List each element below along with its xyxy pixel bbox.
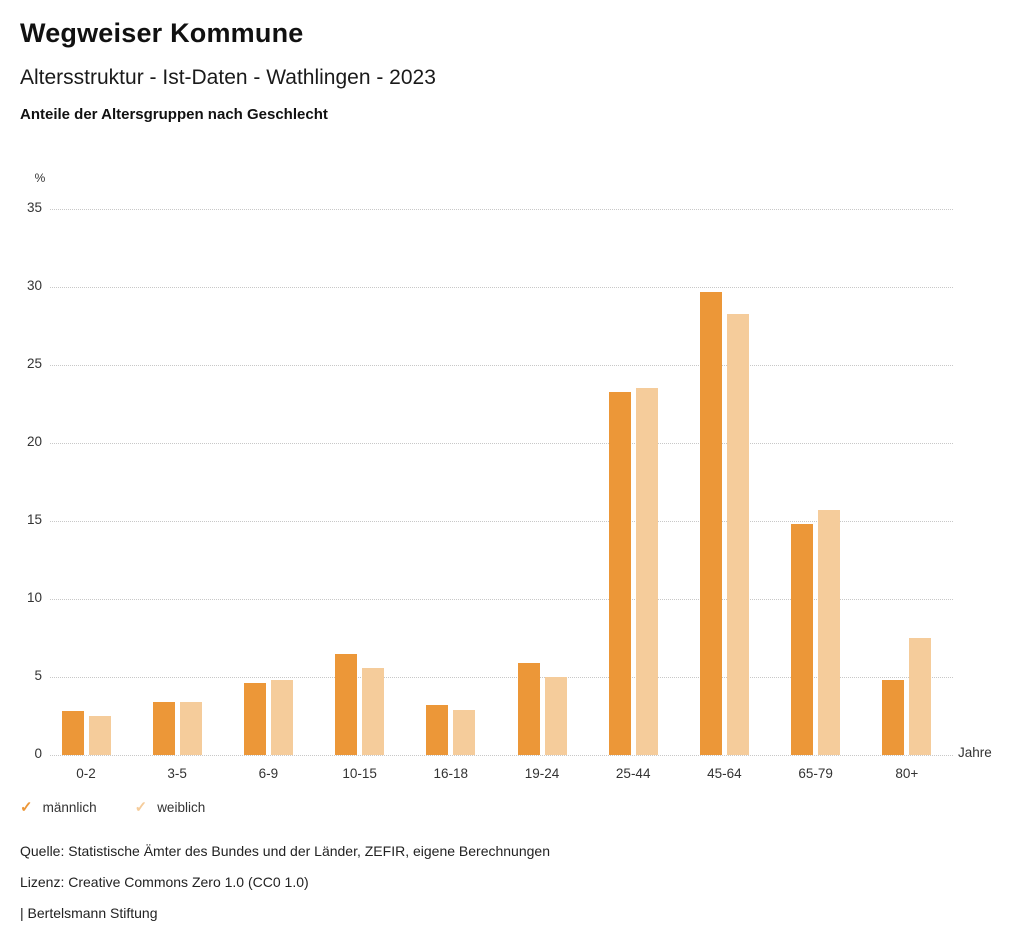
legend-item-label: weiblich [157,800,206,815]
y-axis-unit-label: % [34,171,46,185]
gridline-0 [50,755,953,756]
x-tick-label-45-64: 45-64 [707,766,742,781]
chart-subtitle: Altersstruktur - Ist-Daten - Wathlingen … [20,66,436,89]
bar-weiblich-80+[interactable] [909,638,932,755]
bar-weiblich-10-15[interactable] [362,667,385,755]
check-icon: ✓ [134,799,148,816]
bar-männlich-65-79[interactable] [791,524,814,755]
y-tick-label-35: 35 [26,200,42,215]
bar-weiblich-16-18[interactable] [453,709,476,755]
x-axis-unit-label: Jahre [958,745,992,760]
legend: ✓ männlich ✓ weiblich [20,800,205,815]
x-tick-label-6-9: 6-9 [258,766,279,781]
gridline-15 [50,521,953,522]
bar-weiblich-45-64[interactable] [726,313,749,755]
x-tick-label-10-15: 10-15 [342,766,377,781]
source-note: Quelle: Statistische Ämter des Bundes un… [20,843,550,859]
footer: Quelle: Statistische Ämter des Bundes un… [20,843,550,936]
legend-item-weiblich[interactable]: ✓ weiblich [135,800,206,815]
x-tick-label-16-18: 16-18 [433,766,469,781]
x-tick-label-65-79: 65-79 [798,766,833,781]
gridline-35 [50,209,953,210]
bar-männlich-10-15[interactable] [335,653,358,755]
bar-männlich-80+[interactable] [882,680,905,755]
x-tick-label-19-24: 19-24 [524,766,560,781]
y-tick-label-5: 5 [34,668,42,683]
gridline-10 [50,599,953,600]
plot-area: 0 5 10 15 20 25 30 35 0-2 3-5 6-9 10-15 16-18 19-24 25… [27,200,953,781]
bar-weiblich-3-5[interactable] [179,701,202,755]
bar-männlich-25-44[interactable] [608,391,631,755]
bar-weiblich-19-24[interactable] [544,677,567,755]
bar-männlich-16-18[interactable] [426,705,449,755]
bar-männlich-19-24[interactable] [517,662,540,755]
gridline-5 [50,677,953,678]
check-icon: ✓ [20,799,33,816]
gridline-25 [50,365,953,366]
gridline-20 [50,443,953,444]
bar-weiblich-0-2[interactable] [88,716,111,755]
y-tick-label-30: 30 [26,278,42,293]
license-note: Lizenz: Creative Commons Zero 1.0 (CC0 1… [20,874,309,890]
bar-männlich-3-5[interactable] [152,701,175,755]
y-tick-label-10: 10 [26,590,42,605]
bar-weiblich-65-79[interactable] [818,510,841,755]
bar-männlich-0-2[interactable] [61,711,84,755]
page-title: Wegweiser Kommune [20,18,304,48]
x-tick-label-25-44: 25-44 [615,766,651,781]
x-tick-label-0-2: 0-2 [76,766,96,781]
chart-description: Anteile der Altersgruppen nach Geschlech… [20,106,328,123]
bar-weiblich-25-44[interactable] [635,388,658,755]
gridline-30 [50,287,953,288]
bar-männlich-6-9[interactable] [243,683,266,755]
bar-weiblich-6-9[interactable] [270,680,293,755]
attribution: | Bertelsmann Stiftung [20,905,158,921]
y-tick-label-15: 15 [26,512,42,527]
x-tick-label-3-5: 3-5 [167,766,187,781]
y-tick-label-0: 0 [34,746,42,761]
x-tick-label-80+: 80+ [895,766,919,781]
y-tick-label-25: 25 [26,356,42,371]
y-tick-label-20: 20 [26,434,42,449]
legend-item-label: männlich [42,800,97,815]
bar-männlich-45-64[interactable] [699,291,722,755]
legend-item-männlich[interactable]: ✓ männlich [20,800,97,815]
